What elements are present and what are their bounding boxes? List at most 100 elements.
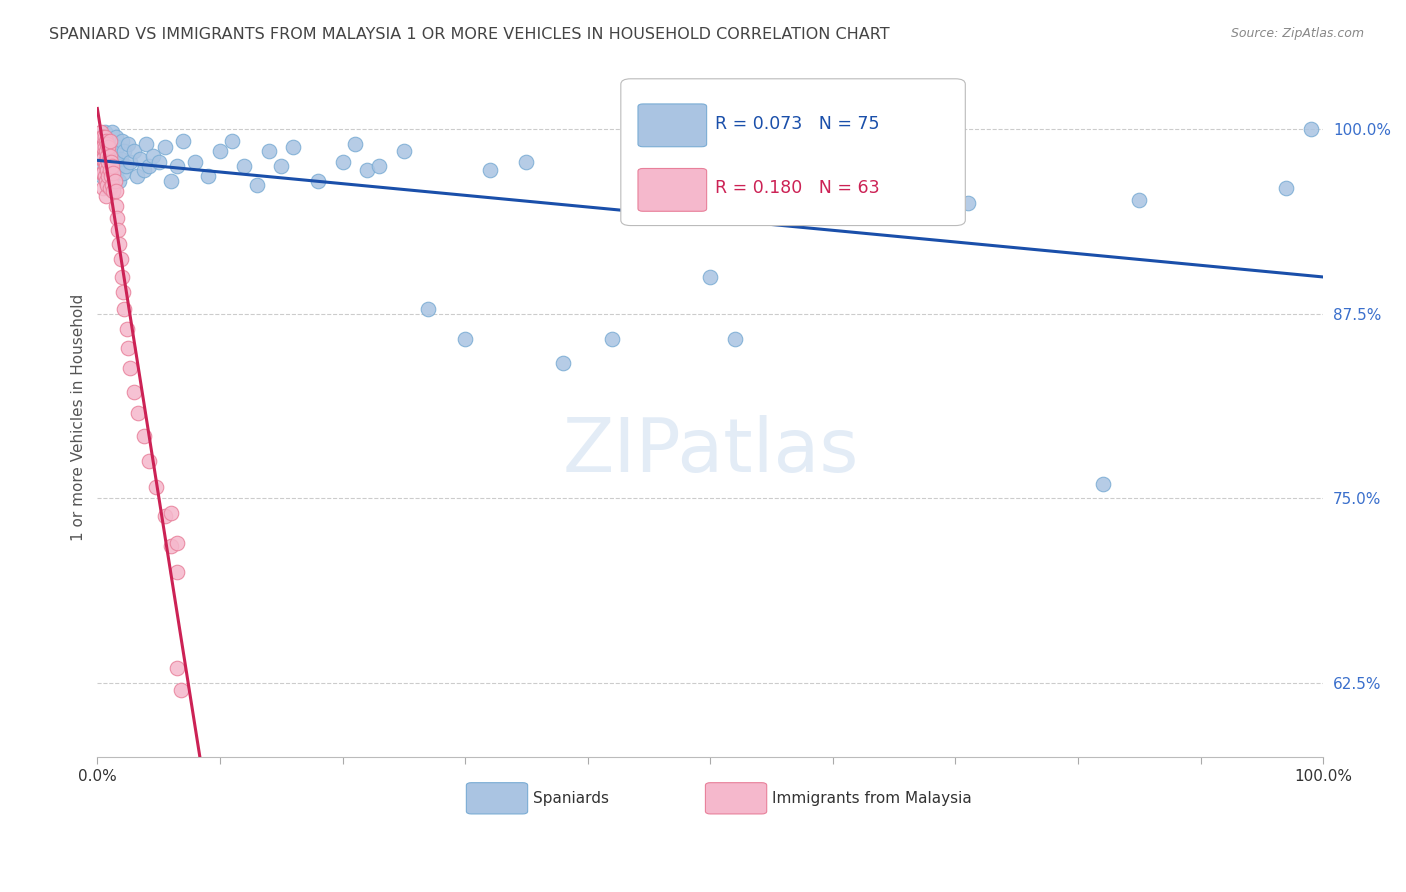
Point (98, 134, 121, 148)
Point (101, 178, 124, 193)
Point (172, 134, 194, 148)
Point (93, 181, 115, 195)
Text: SPANIARD VS IMMIGRANTS FROM MALAYSIA 1 OR MORE VEHICLES IN HOUSEHOLD CORRELATION: SPANIARD VS IMMIGRANTS FROM MALAYSIA 1 O… (49, 27, 890, 42)
Point (392, 145, 415, 159)
Point (368, 159, 391, 173)
Point (600, 332, 623, 346)
Point (93, 152, 115, 166)
Point (1299, 122, 1322, 136)
Point (797, 181, 820, 195)
Point (103, 136, 125, 151)
Point (101, 154, 124, 169)
Point (283, 140, 305, 154)
Point (91, 166, 114, 180)
Point (132, 429, 155, 443)
Point (91, 129, 114, 144)
FancyBboxPatch shape (621, 78, 966, 226)
Point (170, 683, 193, 698)
FancyBboxPatch shape (706, 782, 766, 814)
Point (515, 154, 537, 169)
Point (166, 535, 188, 549)
Point (96, 136, 118, 151)
Point (94, 134, 117, 148)
Point (96, 178, 118, 193)
Point (104, 199, 127, 213)
Point (103, 166, 125, 180)
Point (108, 237, 131, 252)
Point (93, 129, 115, 144)
Point (91, 169, 114, 184)
Point (100, 140, 122, 154)
Point (135, 136, 157, 151)
Point (93, 129, 115, 144)
Point (93, 140, 115, 154)
Point (105, 211, 128, 225)
Point (98, 181, 121, 195)
Point (98, 163, 121, 178)
Point (112, 285, 135, 299)
Point (478, 163, 501, 178)
Point (138, 159, 160, 173)
Point (129, 152, 152, 166)
Point (103, 184, 125, 198)
Point (699, 269, 721, 284)
Point (97, 154, 120, 169)
Text: R = 0.073   N = 75: R = 0.073 N = 75 (716, 115, 880, 133)
Point (96, 136, 118, 151)
Point (127, 406, 149, 420)
Point (103, 149, 125, 163)
Point (93, 154, 115, 169)
Point (98, 149, 121, 163)
Point (307, 174, 329, 188)
Point (120, 361, 142, 376)
Point (98, 134, 121, 148)
Point (112, 145, 135, 159)
Point (107, 159, 129, 173)
Point (138, 454, 160, 468)
Point (112, 166, 135, 180)
Point (356, 163, 378, 178)
Point (343, 136, 366, 151)
Point (100, 178, 122, 193)
Point (883, 193, 905, 207)
Point (418, 302, 440, 317)
Point (98, 159, 121, 173)
Y-axis label: 1 or more Vehicles in Household: 1 or more Vehicles in Household (72, 293, 86, 541)
Point (110, 252, 132, 266)
Point (100, 169, 122, 184)
Point (115, 321, 138, 335)
Point (96, 163, 118, 178)
Point (153, 140, 176, 154)
Point (97, 145, 120, 159)
Point (148, 154, 170, 169)
Point (1091, 476, 1114, 491)
Point (141, 149, 163, 163)
Point (120, 154, 142, 169)
Point (112, 302, 135, 317)
Point (94, 188, 117, 202)
Point (160, 506, 183, 520)
Point (166, 159, 188, 173)
Point (246, 178, 269, 193)
Point (107, 222, 129, 236)
Point (103, 169, 125, 184)
Point (96, 166, 118, 180)
Point (96, 149, 118, 163)
Point (132, 163, 155, 178)
Point (104, 129, 127, 144)
Point (93, 140, 115, 154)
Point (117, 341, 139, 355)
Point (111, 269, 134, 284)
Point (94, 159, 117, 173)
Point (111, 134, 134, 148)
Point (724, 332, 747, 346)
Text: R = 0.180   N = 63: R = 0.180 N = 63 (716, 179, 880, 197)
Point (1128, 193, 1150, 207)
Point (1275, 181, 1298, 195)
Point (208, 145, 231, 159)
Point (91, 152, 114, 166)
Point (117, 136, 139, 151)
Point (97, 169, 120, 184)
Point (93, 163, 115, 178)
Point (332, 154, 354, 169)
